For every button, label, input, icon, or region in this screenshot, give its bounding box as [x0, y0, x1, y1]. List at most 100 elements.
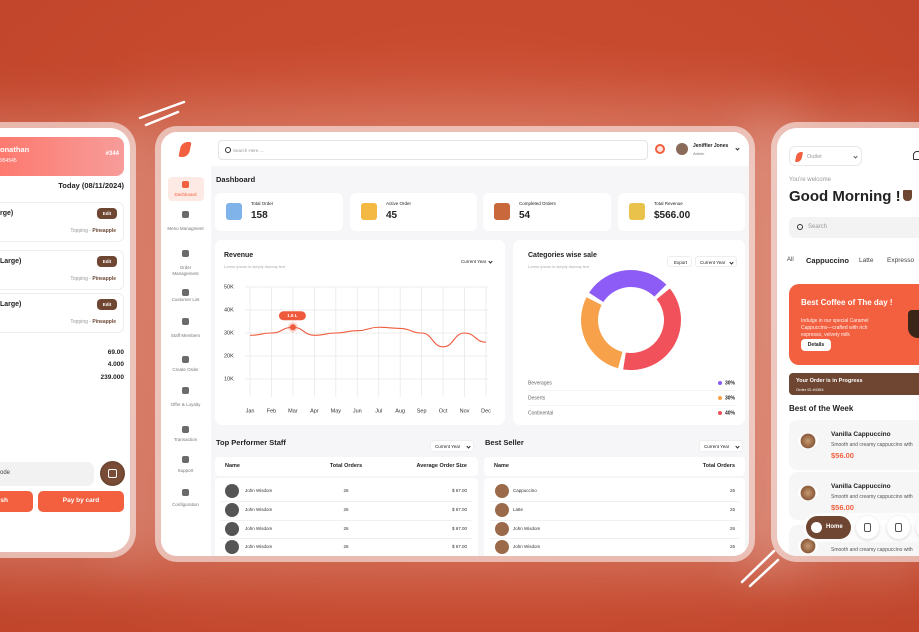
table-cell: 26: [729, 526, 735, 532]
item-name: Large): [0, 300, 22, 308]
nav-item[interactable]: Customer List: [171, 297, 200, 302]
column-header: Name: [225, 463, 240, 470]
table-cell: $ 67.00: [451, 507, 467, 513]
cash-button[interactable]: sh: [0, 491, 33, 512]
chart-title: Categories wise sale: [528, 251, 597, 259]
nav-item[interactable]: Offer & Loyalty: [170, 402, 201, 407]
product-image: [798, 433, 818, 449]
item-name: rge): [0, 209, 14, 217]
notification-icon[interactable]: [655, 144, 665, 154]
greeting: Good Morning !: [789, 187, 901, 205]
logo: [794, 152, 804, 162]
nav-icon: [182, 288, 189, 296]
nav-icon: [895, 523, 902, 532]
search-box[interactable]: Search Here.....: [218, 140, 648, 160]
filter-label: Current Year: [700, 259, 726, 265]
nav-icon: [182, 425, 189, 433]
column-header: Average Order Size: [416, 463, 467, 470]
dashboard: Dashboard Menu Managment Order Management C…: [161, 132, 749, 556]
column-header: Total Orders: [702, 463, 735, 470]
nav-item[interactable]: Transaction: [173, 437, 198, 442]
category-tab[interactable]: Cappuccino: [806, 256, 849, 266]
category-tab[interactable]: Expresso: [887, 256, 915, 264]
home-icon: [811, 522, 822, 533]
edit-button[interactable]: Edit: [97, 256, 117, 267]
search-placeholder: Search Here.....: [233, 148, 265, 154]
scan-button[interactable]: [100, 461, 125, 486]
sidebar: [161, 132, 211, 556]
chevron-icon: [466, 444, 471, 449]
chevron-icon: [853, 154, 858, 159]
search-box[interactable]: Search: [789, 217, 919, 238]
stat-icon: [361, 203, 377, 220]
table-cell: 26: [729, 544, 735, 550]
table-cell: 26: [343, 544, 349, 550]
nav-item[interactable]: Order Management: [172, 265, 199, 276]
stat-card: Active Order 45: [350, 193, 477, 231]
table-body: [484, 478, 745, 556]
stat-icon: [494, 203, 510, 220]
stat-value: 45: [386, 209, 398, 221]
code-input[interactable]: ode: [0, 462, 94, 486]
details-label: Details: [807, 341, 825, 348]
bell-icon[interactable]: [913, 151, 919, 160]
topping-label: Topping -: [70, 227, 91, 234]
search-placeholder: Search: [808, 223, 828, 230]
cup-icon: [903, 190, 912, 201]
row-divider: [490, 519, 739, 521]
card-label: Pay by card: [62, 497, 100, 505]
home-button[interactable]: Home: [806, 516, 851, 539]
nav-item[interactable]: Create Order: [172, 367, 199, 372]
table-cell: John Wisdom: [245, 544, 273, 550]
filter-dropdown[interactable]: Current Year: [461, 259, 487, 265]
nav-button[interactable]: [856, 516, 879, 539]
export-button[interactable]: Export: [667, 256, 692, 267]
banner-text: Indulge in our special Caramel Cappuccin…: [801, 317, 869, 338]
search-icon: [797, 224, 803, 230]
nav-button[interactable]: [916, 516, 919, 539]
nav-button[interactable]: [887, 516, 910, 539]
user-role: Admin: [693, 150, 705, 156]
table-cell: 26: [343, 507, 349, 513]
customer-app: Outlet You're welcome Good Morning ! Search…: [777, 128, 919, 556]
row-divider: [221, 500, 472, 502]
edit-label: Edit: [102, 210, 112, 216]
topping-value: Pineapple: [92, 318, 116, 325]
nav-item[interactable]: Support: [177, 468, 194, 473]
nav-icon: [182, 455, 189, 463]
outlet-dropdown[interactable]: Outlet: [789, 146, 862, 166]
decor-stroke: [138, 100, 186, 120]
order-date: Today (08/11/2024): [58, 181, 124, 191]
stat-icon: [629, 203, 645, 220]
nav-item[interactable]: Menu Managment: [167, 226, 204, 231]
product-name: Vanilla Cappuccino: [831, 430, 891, 438]
decor-stroke: [748, 558, 780, 588]
product-card: Vanilla Cappuccino Smooth and creamy capp…: [789, 420, 919, 470]
nav-item[interactable]: Staff Members: [170, 333, 201, 338]
table-cell: Cappuccino: [513, 488, 537, 494]
stat-label: Total Order: [251, 201, 274, 207]
card-button[interactable]: Pay by card: [38, 491, 124, 512]
nav-icon: [182, 317, 189, 325]
filter-dropdown[interactable]: Current Year: [699, 440, 743, 452]
nav-icon: [182, 386, 189, 394]
section-title: Best of the Week: [789, 404, 854, 413]
filter-dropdown[interactable]: Current Year: [695, 256, 737, 267]
details-button[interactable]: Details: [801, 339, 831, 351]
nav-item[interactable]: Dashboard: [174, 192, 197, 197]
edit-button[interactable]: Edit: [97, 299, 117, 310]
category-tab[interactable]: Latte: [859, 256, 874, 264]
topping-label: Topping -: [70, 318, 91, 325]
category-tab[interactable]: All: [787, 257, 794, 264]
edit-button[interactable]: Edit: [97, 208, 117, 219]
table-body: [215, 478, 478, 556]
nav-item[interactable]: Configuration: [172, 502, 199, 507]
table-header-row: [484, 457, 745, 476]
filter-dropdown[interactable]: Current Year: [430, 440, 474, 452]
row-image: [225, 484, 239, 498]
table-cell: Latte: [513, 507, 524, 513]
row-divider: [221, 519, 472, 521]
chart-subtitle: Lorem ipsum is simply dummy text: [224, 263, 286, 269]
welcome-text: You're welcome: [789, 177, 831, 184]
total-value: 239.000: [100, 373, 125, 381]
